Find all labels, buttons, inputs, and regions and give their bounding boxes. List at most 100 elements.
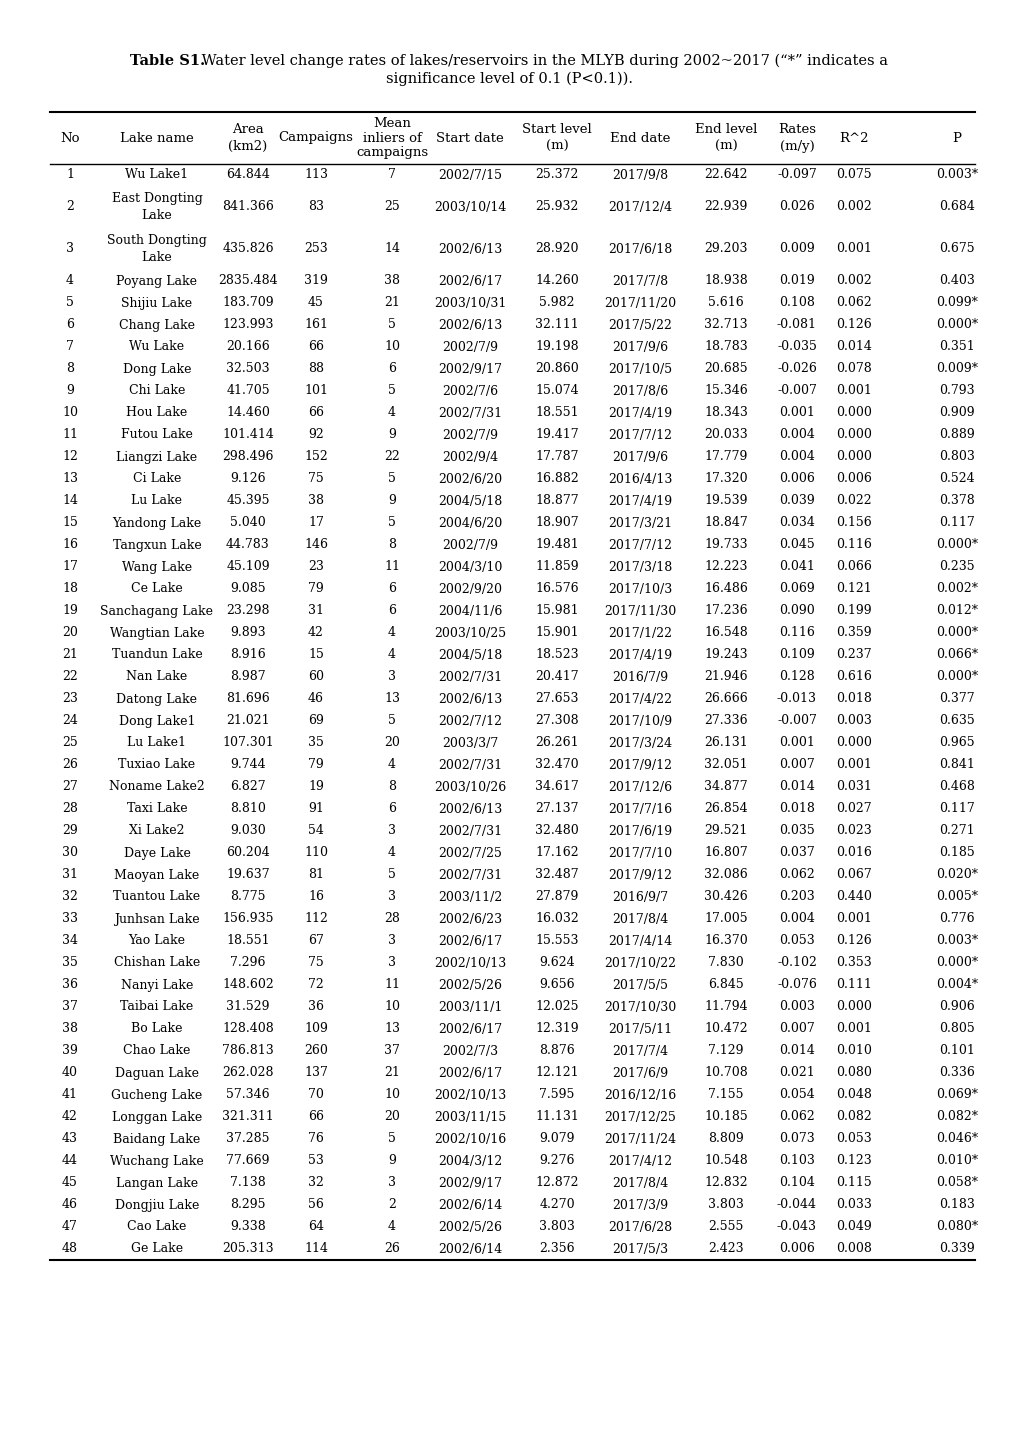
Text: 2017/5/11: 2017/5/11 (607, 1022, 672, 1035)
Text: 2002/9/20: 2002/9/20 (437, 583, 501, 596)
Text: 298.496: 298.496 (222, 450, 273, 463)
Text: 2017/4/22: 2017/4/22 (607, 692, 672, 705)
Text: 2017/11/30: 2017/11/30 (603, 604, 676, 617)
Text: East Dongting: East Dongting (111, 192, 202, 205)
Text: 34.877: 34.877 (703, 780, 747, 793)
Text: 205.313: 205.313 (222, 1243, 273, 1256)
Text: 17.005: 17.005 (703, 913, 747, 926)
Text: 20: 20 (62, 626, 77, 639)
Text: 3.803: 3.803 (707, 1198, 743, 1211)
Text: inliers of: inliers of (362, 131, 421, 144)
Text: -0.081: -0.081 (776, 319, 816, 332)
Text: 3: 3 (387, 934, 395, 947)
Text: 19.733: 19.733 (703, 538, 747, 551)
Text: Dongjiu Lake: Dongjiu Lake (115, 1198, 199, 1211)
Text: 19.637: 19.637 (226, 868, 270, 881)
Text: 2017/4/19: 2017/4/19 (607, 495, 672, 508)
Text: 37.285: 37.285 (226, 1132, 269, 1145)
Text: 2003/3/7: 2003/3/7 (441, 737, 497, 750)
Text: Gucheng Lake: Gucheng Lake (111, 1089, 203, 1102)
Text: 0.073: 0.073 (779, 1132, 814, 1145)
Text: 35: 35 (308, 737, 324, 750)
Text: 7.830: 7.830 (707, 956, 743, 969)
Text: Mean: Mean (373, 117, 411, 130)
Text: 0.000*: 0.000* (935, 538, 977, 551)
Text: 7: 7 (66, 340, 73, 353)
Text: 0.271: 0.271 (938, 825, 974, 838)
Text: 16.882: 16.882 (535, 473, 579, 486)
Text: 46: 46 (62, 1198, 77, 1211)
Text: 2017/11/24: 2017/11/24 (603, 1132, 676, 1145)
Text: 0.468: 0.468 (938, 780, 974, 793)
Text: 27.308: 27.308 (535, 714, 578, 728)
Text: 66: 66 (308, 340, 324, 353)
Text: 2017/7/12: 2017/7/12 (607, 428, 672, 441)
Text: 83: 83 (308, 200, 324, 213)
Text: 32: 32 (62, 891, 77, 904)
Text: 9: 9 (66, 385, 73, 398)
Text: 2017/6/19: 2017/6/19 (607, 825, 672, 838)
Text: Chishan Lake: Chishan Lake (114, 956, 200, 969)
Text: 0.018: 0.018 (779, 803, 814, 816)
Text: 13: 13 (383, 1022, 399, 1035)
Text: 2003/10/26: 2003/10/26 (433, 780, 505, 793)
Text: 66: 66 (308, 407, 324, 420)
Text: 0.019: 0.019 (779, 274, 814, 287)
Text: 2002/7/31: 2002/7/31 (437, 407, 501, 420)
Text: 262.028: 262.028 (222, 1067, 273, 1080)
Text: 2017/12/4: 2017/12/4 (607, 200, 672, 213)
Text: 47: 47 (62, 1220, 77, 1233)
Text: 0.002: 0.002 (836, 200, 871, 213)
Text: 0.033: 0.033 (836, 1198, 871, 1211)
Text: 15.074: 15.074 (535, 385, 578, 398)
Text: 2: 2 (66, 200, 73, 213)
Text: 27.879: 27.879 (535, 891, 578, 904)
Text: 0.351: 0.351 (938, 340, 974, 353)
Text: 31: 31 (62, 868, 77, 881)
Text: 0.003: 0.003 (779, 1001, 814, 1014)
Text: 2835.484: 2835.484 (218, 274, 277, 287)
Text: 57.346: 57.346 (226, 1089, 270, 1102)
Text: 41.705: 41.705 (226, 385, 270, 398)
Text: 0.378: 0.378 (938, 495, 974, 508)
Text: 0.339: 0.339 (938, 1243, 974, 1256)
Text: 8.987: 8.987 (230, 671, 266, 684)
Text: 26.261: 26.261 (535, 737, 578, 750)
Text: 12.223: 12.223 (703, 561, 747, 574)
Text: 0.069*: 0.069* (935, 1089, 977, 1102)
Text: 18.551: 18.551 (535, 407, 578, 420)
Text: 8.876: 8.876 (539, 1044, 575, 1057)
Text: 9.338: 9.338 (230, 1220, 266, 1233)
Text: 0.001: 0.001 (836, 1022, 871, 1035)
Text: -0.026: -0.026 (776, 362, 816, 375)
Text: (m): (m) (714, 140, 737, 153)
Text: 0.126: 0.126 (836, 319, 871, 332)
Text: 0.101: 0.101 (938, 1044, 974, 1057)
Text: 2017/4/12: 2017/4/12 (607, 1155, 672, 1168)
Text: 45.109: 45.109 (226, 561, 270, 574)
Text: 22.642: 22.642 (703, 169, 747, 182)
Text: 0.006: 0.006 (836, 473, 871, 486)
Text: Taibai Lake: Taibai Lake (120, 1001, 194, 1014)
Text: 2002/7/15: 2002/7/15 (437, 169, 501, 182)
Text: 75: 75 (308, 473, 324, 486)
Text: Wu Lake: Wu Lake (129, 340, 184, 353)
Text: 2017/4/14: 2017/4/14 (607, 934, 672, 947)
Text: 152: 152 (304, 450, 327, 463)
Text: 36: 36 (308, 1001, 324, 1014)
Text: 4: 4 (387, 626, 395, 639)
Text: 0.128: 0.128 (779, 671, 814, 684)
Text: 253: 253 (304, 242, 327, 255)
Text: 20: 20 (384, 1110, 399, 1123)
Text: 13: 13 (383, 692, 399, 705)
Text: 2017/1/22: 2017/1/22 (607, 626, 672, 639)
Text: -0.102: -0.102 (776, 956, 816, 969)
Text: 0.199: 0.199 (836, 604, 871, 617)
Text: 0.116: 0.116 (779, 626, 814, 639)
Text: 3: 3 (387, 825, 395, 838)
Text: 8: 8 (66, 362, 74, 375)
Text: 18.523: 18.523 (535, 649, 578, 662)
Text: 32.051: 32.051 (703, 758, 747, 771)
Text: 0.115: 0.115 (836, 1177, 871, 1190)
Text: 17.320: 17.320 (703, 473, 747, 486)
